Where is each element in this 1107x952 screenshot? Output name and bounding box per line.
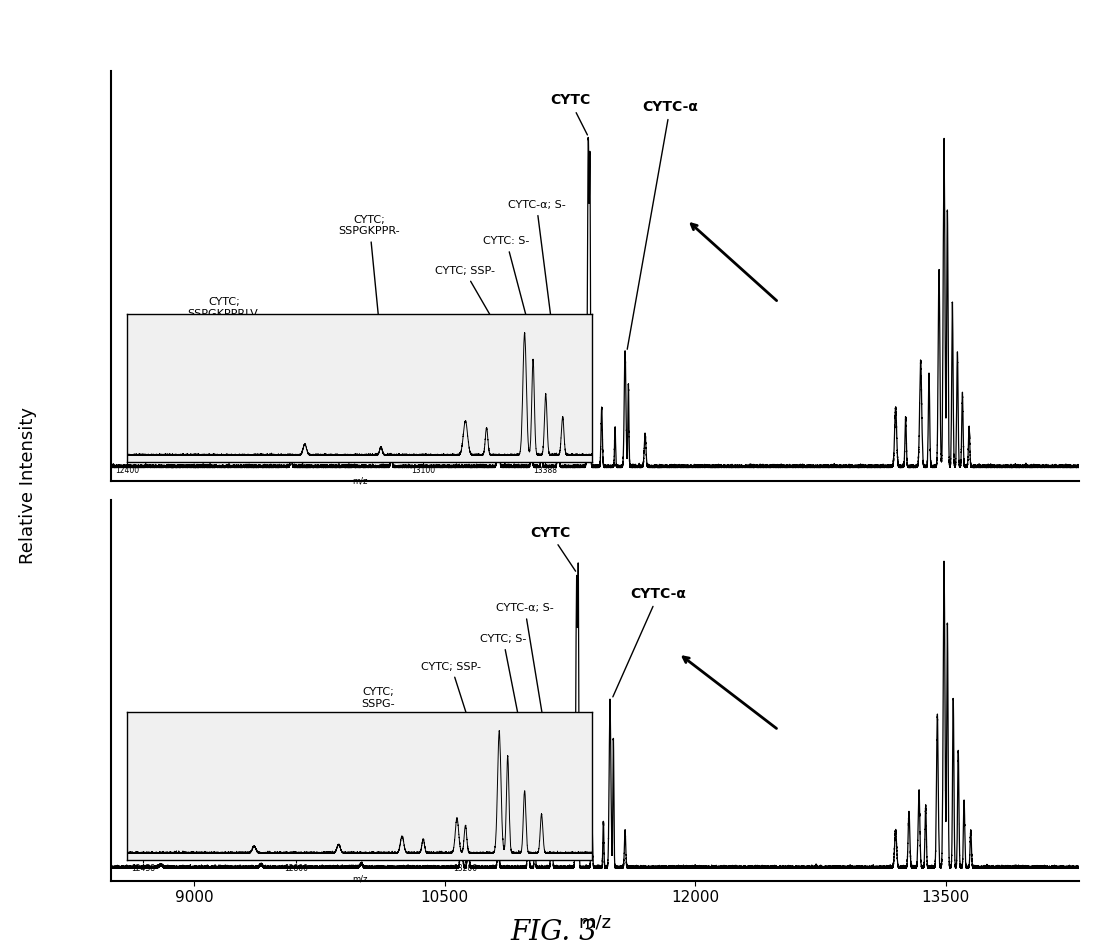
- Text: CYTC-α; S-: CYTC-α; S-: [508, 200, 566, 372]
- Text: CYTC-α: CYTC-α: [613, 587, 686, 697]
- Text: CYTC; SSP-: CYTC; SSP-: [435, 266, 497, 327]
- Text: CYTC: CYTC: [530, 526, 576, 571]
- Text: CYTC;
SSPG-: CYTC; SSPG-: [361, 687, 463, 781]
- Text: CYTC-α; S-: CYTC-α; S-: [496, 604, 554, 773]
- Text: CYTC; S-: CYTC; S-: [480, 634, 532, 789]
- X-axis label: m/z: m/z: [579, 914, 611, 932]
- Text: CYTC: S-: CYTC: S-: [484, 236, 538, 359]
- Text: Relative Intensity: Relative Intensity: [19, 407, 37, 564]
- Text: CYTC: CYTC: [550, 93, 590, 135]
- X-axis label: m/z: m/z: [352, 476, 368, 486]
- Text: FIG. 3: FIG. 3: [510, 920, 597, 946]
- Text: CYTC;
SSPGKPPRLV-: CYTC; SSPGKPPRLV-: [187, 297, 290, 446]
- Text: CYTC-α: CYTC-α: [628, 100, 699, 349]
- Text: CYTC; SSP-: CYTC; SSP-: [422, 662, 497, 810]
- X-axis label: m/z: m/z: [352, 874, 368, 883]
- Text: CYTC;
SSPGKPPR-: CYTC; SSPGKPPR-: [339, 215, 401, 445]
